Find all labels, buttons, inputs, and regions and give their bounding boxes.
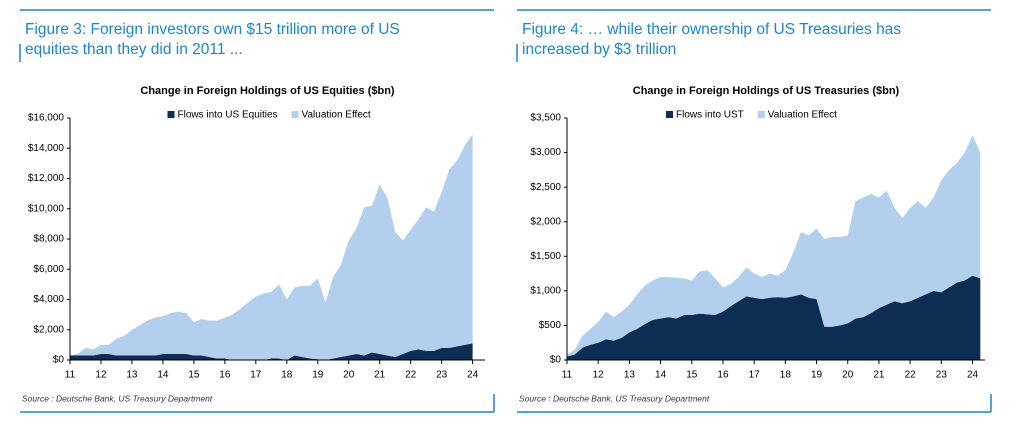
legend-label: Flows into UST bbox=[676, 110, 744, 121]
y-tick-label: $10,000 bbox=[28, 203, 65, 214]
x-tick-label: 20 bbox=[842, 370, 854, 381]
x-tick-label: 22 bbox=[405, 370, 417, 381]
x-tick-label: 21 bbox=[374, 370, 386, 381]
y-tick-label: $4,000 bbox=[33, 294, 64, 305]
x-tick-label: 22 bbox=[905, 370, 917, 381]
x-tick-label: 19 bbox=[811, 370, 823, 381]
x-tick-label: 20 bbox=[343, 370, 355, 381]
y-tick-label: $0 bbox=[53, 355, 65, 366]
legend-swatch bbox=[666, 111, 673, 118]
y-tick-label: $14,000 bbox=[28, 143, 65, 154]
y-tick-label: $500 bbox=[539, 320, 562, 331]
x-tick-label: 14 bbox=[655, 370, 667, 381]
legend-label: Flows into US Equities bbox=[178, 110, 278, 121]
figure-heading: Figure 4: … while their ownership of US … bbox=[522, 21, 901, 38]
x-tick-label: 18 bbox=[780, 370, 792, 381]
area bbox=[70, 343, 473, 360]
legend-swatch bbox=[167, 111, 175, 118]
x-tick-label: 13 bbox=[624, 370, 636, 381]
x-tick-label: 24 bbox=[967, 370, 979, 381]
y-tick-label: $1,000 bbox=[530, 285, 561, 296]
legend-label: Valuation Effect bbox=[768, 110, 837, 121]
y-tick-label: $2,000 bbox=[33, 324, 64, 335]
chart-title: Change in Foreign Holdings of US Equitie… bbox=[140, 85, 395, 97]
figure-heading: Figure 3: Foreign investors own $15 tril… bbox=[25, 21, 400, 38]
y-tick-label: $8,000 bbox=[33, 234, 64, 245]
y-tick-label: $16,000 bbox=[28, 113, 65, 124]
area bbox=[567, 135, 981, 357]
source-note: Source : Deutsche Bank, US Treasury Depa… bbox=[22, 393, 213, 403]
x-tick-label: 18 bbox=[281, 370, 293, 381]
source-note: Source : Deutsche Bank, US Treasury Depa… bbox=[519, 393, 710, 403]
y-tick-label: $6,000 bbox=[33, 264, 64, 275]
x-tick-label: 14 bbox=[157, 370, 169, 381]
chart-title: Change in Foreign Holdings of US Treasur… bbox=[633, 85, 900, 97]
x-tick-label: 23 bbox=[436, 370, 448, 381]
y-tick-label: $1,500 bbox=[530, 251, 561, 262]
legend-label: Valuation Effect bbox=[302, 110, 371, 121]
x-tick-label: 12 bbox=[95, 370, 107, 381]
area bbox=[70, 134, 473, 360]
x-tick-label: 24 bbox=[467, 370, 479, 381]
x-tick-label: 15 bbox=[188, 370, 200, 381]
x-tick-label: 12 bbox=[593, 370, 605, 381]
y-tick-label: $0 bbox=[550, 355, 562, 366]
legend-swatch bbox=[757, 111, 765, 118]
x-tick-label: 11 bbox=[65, 370, 76, 381]
x-tick-label: 11 bbox=[562, 370, 573, 381]
x-tick-label: 16 bbox=[717, 370, 729, 381]
y-tick-label: $2,000 bbox=[530, 216, 561, 227]
y-tick-label: $2,500 bbox=[530, 182, 561, 193]
area bbox=[567, 275, 981, 360]
y-tick-label: $3,500 bbox=[530, 113, 561, 124]
x-tick-label: 16 bbox=[219, 370, 231, 381]
legend-swatch bbox=[291, 111, 299, 118]
figure-heading: increased by $3 trillion bbox=[522, 41, 676, 58]
x-tick-label: 13 bbox=[126, 370, 138, 381]
x-tick-label: 21 bbox=[873, 370, 885, 381]
x-tick-label: 19 bbox=[312, 370, 324, 381]
y-tick-label: $12,000 bbox=[28, 173, 65, 184]
x-tick-label: 23 bbox=[936, 370, 948, 381]
x-tick-label: 15 bbox=[686, 370, 698, 381]
x-tick-label: 17 bbox=[749, 370, 761, 381]
figure-heading: equities than they did in 2011 ... bbox=[25, 41, 243, 58]
y-tick-label: $3,000 bbox=[530, 147, 561, 158]
x-tick-label: 17 bbox=[250, 370, 262, 381]
